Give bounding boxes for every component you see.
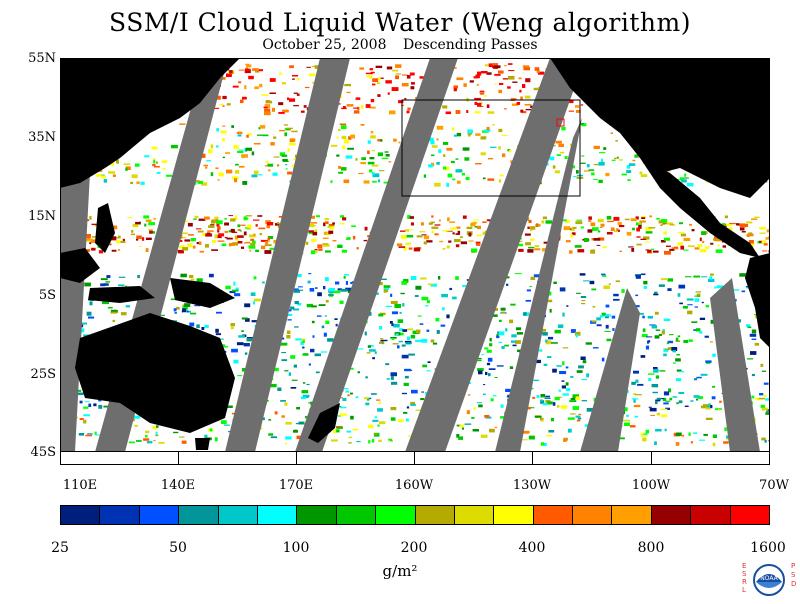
colorbar-label: 25 (51, 540, 69, 556)
colorbar-segment (731, 506, 769, 524)
x-tick (414, 452, 415, 464)
colorbar-segment (494, 506, 533, 524)
x-tick (296, 452, 297, 464)
subtitle-pass: Descending Passes (403, 37, 538, 53)
colorbar-segment (612, 506, 651, 524)
x-label-100w: 100W (632, 478, 670, 493)
colorbar-label: 200 (401, 540, 428, 556)
svg-text:NOAA: NOAA (760, 575, 778, 582)
x-label-170e: 170E (279, 478, 313, 493)
subtitle-date: October 25, 2008 (262, 37, 386, 53)
colorbar-segment (573, 506, 612, 524)
units-label: g/m² (0, 562, 800, 580)
y-label-35n: 35N (2, 130, 56, 145)
colorbar-label: 400 (519, 540, 546, 556)
colorbar-segment (455, 506, 494, 524)
colorbar-segment (652, 506, 691, 524)
colorbar-segment (100, 506, 139, 524)
y-label-25s: 25S (2, 367, 56, 382)
x-label-130w: 130W (513, 478, 551, 493)
colorbar-label: 800 (638, 540, 665, 556)
colorbar-segment (179, 506, 218, 524)
y-label-55n: 55N (2, 51, 56, 66)
y-label-5s: 5S (2, 288, 56, 303)
cloud-water-map (60, 58, 770, 452)
noaa-emblem-icon: NOAA (740, 560, 798, 600)
x-axis-line (60, 464, 770, 465)
page-title: SSM/I Cloud Liquid Water (Weng algorithm… (0, 8, 800, 37)
x-tick (651, 452, 652, 464)
colorbar-segment (691, 506, 730, 524)
colorbar-segment (219, 506, 258, 524)
colorbar (60, 505, 770, 525)
x-label-140e: 140E (161, 478, 195, 493)
colorbar-segment (61, 506, 100, 524)
colorbar-segment (140, 506, 179, 524)
colorbar-segment (297, 506, 336, 524)
colorbar-segment (337, 506, 376, 524)
map-canvas (60, 58, 770, 452)
colorbar-label: 1600 (750, 540, 786, 556)
x-label-70w: 70W (759, 478, 789, 493)
x-tick (769, 452, 770, 464)
x-tick (532, 452, 533, 464)
x-tick (60, 452, 61, 464)
x-label-110e: 110E (63, 478, 97, 493)
colorbar-segment (258, 506, 297, 524)
colorbar-label: 50 (169, 540, 187, 556)
x-label-160w: 160W (395, 478, 433, 493)
x-tick (178, 452, 179, 464)
y-label-15n: 15N (2, 209, 56, 224)
subtitle: October 25, 2008 Descending Passes (0, 37, 800, 53)
colorbar-segment (534, 506, 573, 524)
y-label-45s: 45S (2, 445, 56, 460)
colorbar-segment (376, 506, 415, 524)
colorbar-label: 100 (283, 540, 310, 556)
colorbar-segment (416, 506, 455, 524)
